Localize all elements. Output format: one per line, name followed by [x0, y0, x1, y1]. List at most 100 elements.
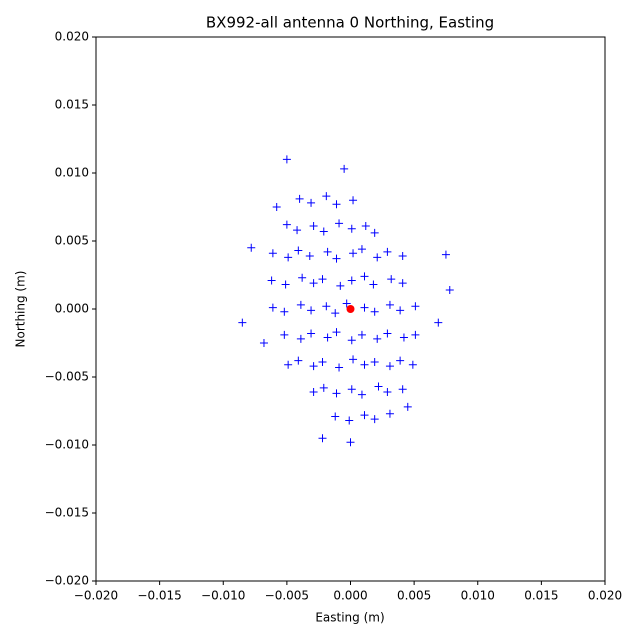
y-tick-label: 0.020 — [55, 30, 89, 44]
point — [411, 302, 420, 311]
point — [340, 164, 349, 173]
point — [396, 356, 405, 365]
point — [307, 329, 316, 338]
point — [280, 307, 289, 316]
point — [345, 416, 354, 425]
point — [332, 328, 341, 337]
point — [342, 299, 351, 308]
point — [259, 339, 268, 347]
point — [434, 318, 443, 327]
point — [281, 280, 290, 289]
point — [294, 246, 303, 255]
point — [238, 318, 247, 327]
point — [408, 360, 417, 369]
point — [445, 285, 454, 294]
x-tick-label: 0.015 — [524, 589, 558, 603]
x-axis-label: Easting (m) — [315, 611, 384, 625]
point — [282, 220, 291, 229]
y-tick-label: −0.005 — [45, 370, 89, 384]
point — [305, 251, 314, 260]
point — [383, 247, 392, 256]
point — [398, 279, 407, 288]
point — [294, 356, 303, 365]
point — [296, 300, 305, 309]
point — [357, 330, 366, 339]
point — [293, 226, 302, 235]
point — [331, 309, 340, 318]
point — [360, 411, 369, 420]
point — [268, 249, 277, 258]
point — [309, 279, 318, 288]
y-tick-label: 0.015 — [55, 98, 89, 112]
plot-frame — [95, 36, 606, 582]
point — [349, 355, 358, 364]
x-tick-label: −0.020 — [74, 589, 118, 603]
x-tick-label: 0.005 — [397, 589, 431, 603]
y-tick-label: −0.015 — [45, 506, 89, 520]
point — [318, 358, 327, 367]
point — [282, 155, 291, 164]
point — [322, 192, 331, 201]
point — [331, 412, 340, 421]
y-tick-label: −0.020 — [45, 574, 89, 588]
point — [361, 222, 370, 231]
x-tick-label: 0.020 — [588, 589, 622, 603]
point — [398, 385, 407, 394]
point — [318, 434, 327, 443]
point — [347, 224, 356, 233]
point — [332, 254, 341, 263]
point — [323, 247, 332, 256]
point — [284, 253, 293, 262]
y-axis-label: Northing (m) — [14, 271, 28, 348]
point — [322, 302, 331, 311]
point — [346, 438, 355, 447]
point — [309, 222, 318, 231]
point — [396, 306, 405, 315]
x-tick-label: −0.010 — [201, 589, 245, 603]
point — [349, 196, 358, 205]
point — [398, 251, 407, 260]
chart-title: BX992-all antenna 0 Northing, Easting — [206, 14, 494, 32]
point — [411, 330, 420, 339]
point — [284, 360, 293, 369]
point — [357, 390, 366, 399]
point — [307, 198, 316, 207]
point — [295, 194, 304, 203]
point — [296, 334, 305, 343]
point — [373, 253, 382, 262]
x-tick-label: 0.010 — [461, 589, 495, 603]
point — [319, 383, 328, 392]
point — [370, 415, 379, 424]
point — [346, 305, 355, 313]
y-tick-label: 0.000 — [55, 302, 89, 316]
x-tick-label: 0.000 — [333, 589, 367, 603]
point — [318, 275, 327, 284]
point — [385, 300, 394, 309]
point — [267, 276, 276, 285]
y-tick-label: 0.005 — [55, 234, 89, 248]
x-tick-label: −0.005 — [265, 589, 309, 603]
point — [309, 387, 318, 396]
y-tick-label: 0.010 — [55, 166, 89, 180]
point — [298, 273, 307, 282]
point — [387, 275, 396, 284]
point — [385, 409, 394, 418]
point — [374, 382, 383, 391]
point — [347, 385, 356, 394]
point — [347, 336, 356, 345]
point — [369, 280, 378, 289]
point — [335, 363, 344, 372]
point — [309, 362, 318, 371]
point — [383, 329, 392, 338]
point — [373, 334, 382, 343]
point — [383, 387, 392, 396]
point — [332, 389, 341, 398]
point — [441, 250, 450, 259]
point — [280, 330, 289, 339]
point — [349, 249, 358, 258]
point — [332, 200, 341, 209]
point — [247, 243, 256, 252]
point — [335, 219, 344, 228]
point — [272, 203, 281, 211]
